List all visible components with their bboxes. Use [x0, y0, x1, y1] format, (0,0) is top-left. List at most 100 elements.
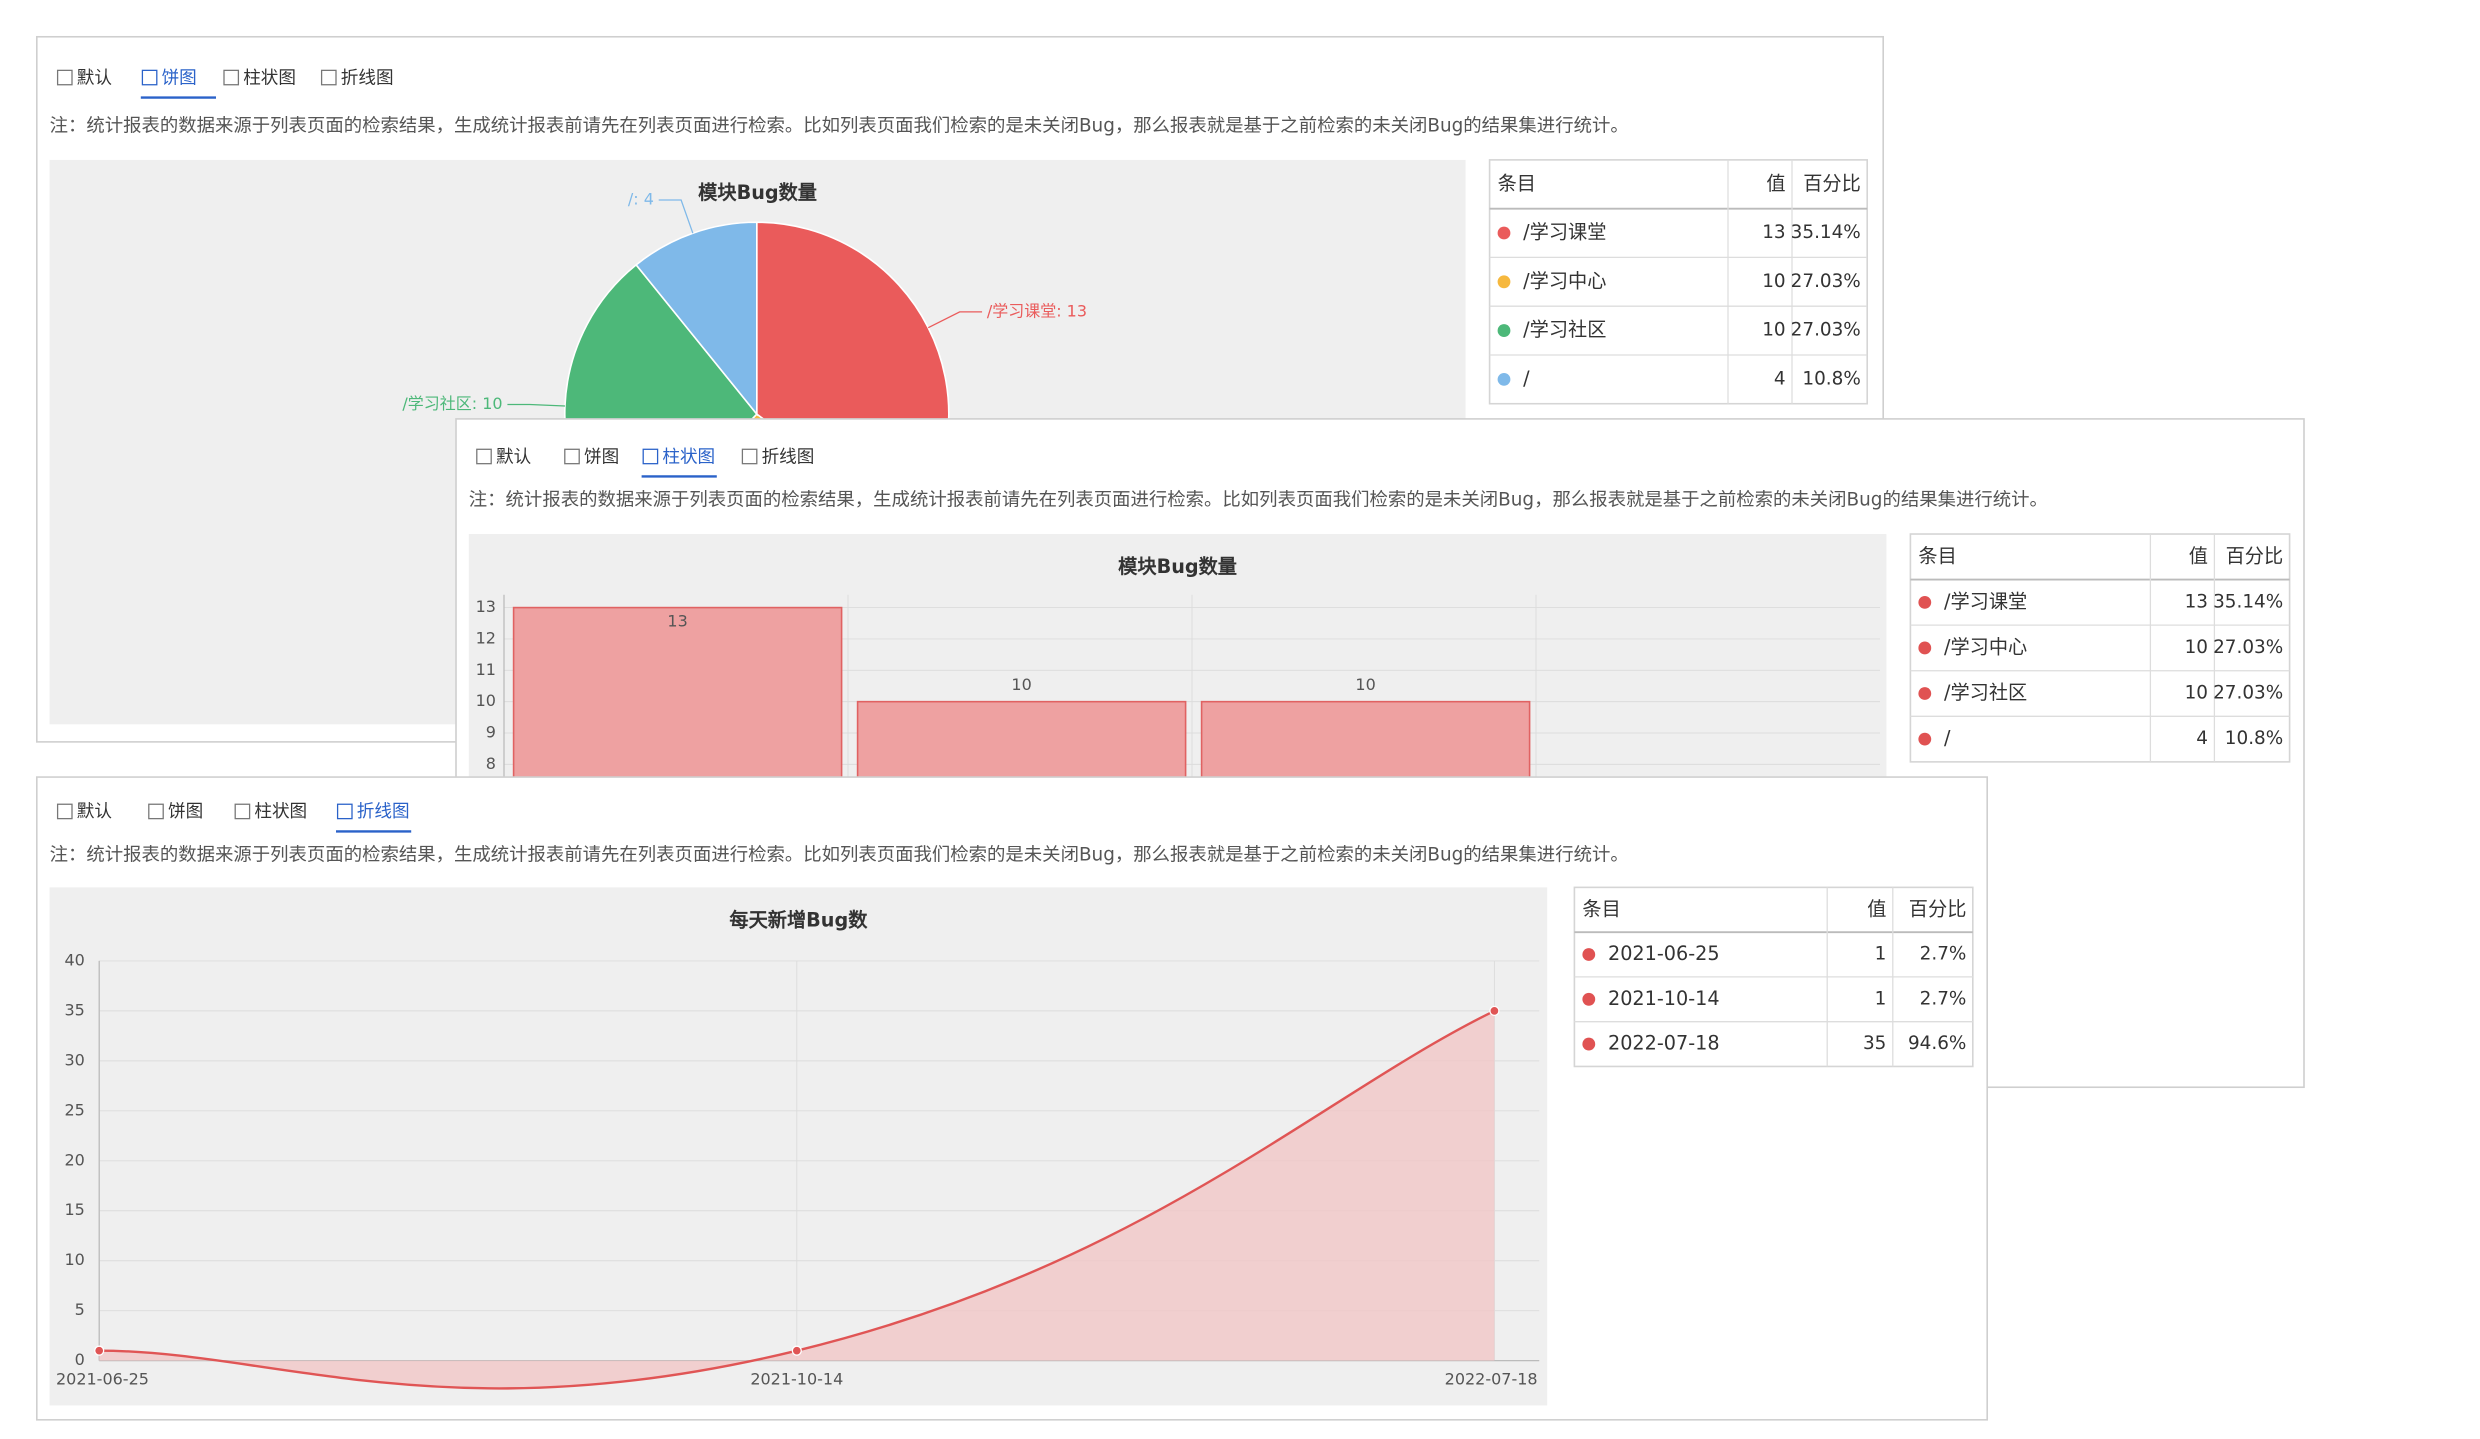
- chart-title: 模块Bug数量: [1118, 555, 1237, 578]
- data-table: 条目值百分比/学习课堂 13 35.14%/学习中心 10 27.03%/学习社区 10 2…: [1488, 159, 1868, 405]
- table-cell-name: /学习中心: [1523, 269, 1606, 292]
- report-tab[interactable]: 默认: [77, 802, 113, 822]
- table-header: 值: [1766, 172, 1785, 195]
- table-cell-value: 13: [2185, 591, 2208, 612]
- legend-dot: [1497, 275, 1511, 289]
- y-tick-label: 0: [75, 1350, 85, 1369]
- y-tick-label: 9: [486, 723, 496, 742]
- pie-slice: [635, 221, 758, 417]
- report-tab[interactable]: 柱状图: [254, 802, 307, 822]
- table-cell-percent: 2.7%: [1920, 944, 1967, 965]
- y-tick-label: 30: [64, 1050, 84, 1069]
- report-tab[interactable]: 折线图: [341, 68, 394, 88]
- tab-icon: [336, 803, 353, 820]
- y-tick-label: 8: [486, 754, 496, 773]
- tab-icon: [148, 803, 164, 820]
- table-cell-percent: 2.7%: [1920, 988, 1967, 1009]
- bar-value-label: 13: [667, 611, 687, 630]
- tab-icon: [741, 448, 758, 465]
- data-table: 条目 值百分比 2021-06-25 1 2.7% 2021-10-14 1 2.7% 2022…: [1573, 886, 1974, 1068]
- legend-dot: [1918, 732, 1932, 746]
- legend-dot: [1582, 1037, 1596, 1051]
- table-cell-name: /学习课堂: [1944, 590, 2027, 613]
- legend-dot: [1497, 226, 1511, 240]
- report-tab[interactable]: 饼图: [168, 802, 203, 822]
- tab-icon: [234, 803, 251, 820]
- y-tick-label: 5: [75, 1300, 85, 1319]
- line-point: [1489, 1005, 1500, 1017]
- table-cell-value: 10: [2185, 637, 2208, 658]
- legend-dot: [1918, 595, 1932, 609]
- legend-dot: [1918, 641, 1932, 655]
- table-cell-name: /: [1944, 727, 1951, 750]
- y-tick-label: 10: [476, 691, 496, 710]
- table-cell-value: 10: [1762, 320, 1785, 341]
- label-line: [658, 199, 694, 234]
- table-cell-value: 1: [1875, 944, 1887, 965]
- report-tab[interactable]: 柱状图: [662, 447, 715, 467]
- report-panel: 默认 饼图 柱状图 折线图注：统计报表的数据来源于列表页面的检索结果，生成统计报表前请…: [36, 776, 1988, 1421]
- tab-icon: [476, 448, 492, 465]
- tab-icon: [141, 69, 158, 86]
- y-tick-label: 20: [64, 1150, 84, 1169]
- tab-icon: [320, 69, 337, 86]
- report-tab[interactable]: 饼图: [162, 68, 197, 88]
- report-tab[interactable]: 折线图: [357, 802, 410, 822]
- table-cell-value: 10: [2185, 683, 2208, 704]
- chart: 每天新增Bug数 0 5 10 15 20 25 30 35 40 2021-06-25 2021-1…: [56, 908, 1540, 1390]
- table-cell-value: 4: [1774, 368, 1786, 389]
- report-note: 注：统计报表的数据来源于列表页面的检索结果，生成统计报表前请先在列表页面进行检索…: [50, 844, 1629, 865]
- x-tick-label: 2021-10-14: [750, 1369, 843, 1388]
- y-tick-label: 12: [476, 628, 496, 647]
- report-tab[interactable]: 默认: [496, 447, 532, 467]
- tab-icon: [564, 448, 580, 465]
- report-tab[interactable]: 折线图: [762, 447, 815, 467]
- table-cell-name: 2021-10-14: [1608, 987, 1720, 1010]
- report-tab[interactable]: 饼图: [584, 447, 619, 467]
- table-cell-percent: 35.14%: [1791, 222, 1861, 243]
- table-header: 条目: [1918, 544, 1956, 567]
- legend-dot: [1918, 687, 1932, 700]
- y-tick-label: 25: [64, 1100, 84, 1119]
- table-cell-name: 2022-07-18: [1608, 1032, 1720, 1055]
- table-cell-percent: 27.03%: [1791, 320, 1861, 341]
- report-note: 注：统计报表的数据来源于列表页面的检索结果，生成统计报表前请先在列表页面进行检索…: [469, 489, 2048, 510]
- table-header: 条目: [1582, 897, 1620, 920]
- table-cell-name: /学习课堂: [1523, 221, 1606, 244]
- table-cell-name: /: [1523, 367, 1530, 390]
- table-cell-percent: 10.8%: [1802, 368, 1860, 389]
- data-table: 条目值百分比/学习课堂 13 35.14%/学习中心 10 27.03%/学习社区 10 2…: [1909, 533, 2291, 763]
- data-label: /学习课堂: 13: [987, 301, 1087, 320]
- y-tick-label: 10: [64, 1250, 84, 1269]
- label-line: [507, 403, 566, 407]
- table-cell-name: /学习社区: [1523, 318, 1606, 341]
- table-cell-value: 1: [1875, 988, 1887, 1009]
- table-cell-value: 13: [1762, 222, 1785, 243]
- table-header: 百分比: [1909, 897, 1967, 920]
- legend-dot: [1497, 324, 1511, 337]
- table-cell-percent: 27.03%: [1791, 271, 1861, 292]
- table-cell-percent: 27.03%: [2213, 637, 2283, 658]
- x-tick-label: 2021-06-25: [56, 1369, 149, 1388]
- chart-title: 模块Bug数量: [698, 181, 817, 204]
- y-tick-label: 11: [476, 660, 496, 679]
- table-cell-percent: 94.6%: [1908, 1033, 1966, 1054]
- table-cell-value: 10: [1762, 271, 1785, 292]
- table-cell-name: 2021-06-25: [1608, 942, 1720, 965]
- data-label: /学习社区: 10: [402, 394, 502, 413]
- table-cell-name: /学习中心: [1944, 635, 2027, 658]
- y-tick-label: 35: [64, 1000, 84, 1019]
- report-tab[interactable]: 柱状图: [243, 68, 296, 88]
- table-cell-percent: 35.14%: [2213, 591, 2283, 612]
- tab-icon: [56, 69, 73, 86]
- bar-value-label: 10: [1355, 675, 1375, 694]
- x-tick-label: 2022-07-18: [1445, 1369, 1538, 1388]
- table-frame: [1909, 533, 2291, 763]
- line-area: [99, 1010, 1495, 1389]
- table-cell-name: /学习社区: [1944, 681, 2027, 704]
- table-header: 条目: [1498, 172, 1536, 195]
- chart-title: 每天新增Bug数: [729, 908, 868, 931]
- line-point: [94, 1345, 105, 1356]
- table-cell-value: 35: [1863, 1033, 1886, 1054]
- report-tab[interactable]: 默认: [77, 68, 113, 88]
